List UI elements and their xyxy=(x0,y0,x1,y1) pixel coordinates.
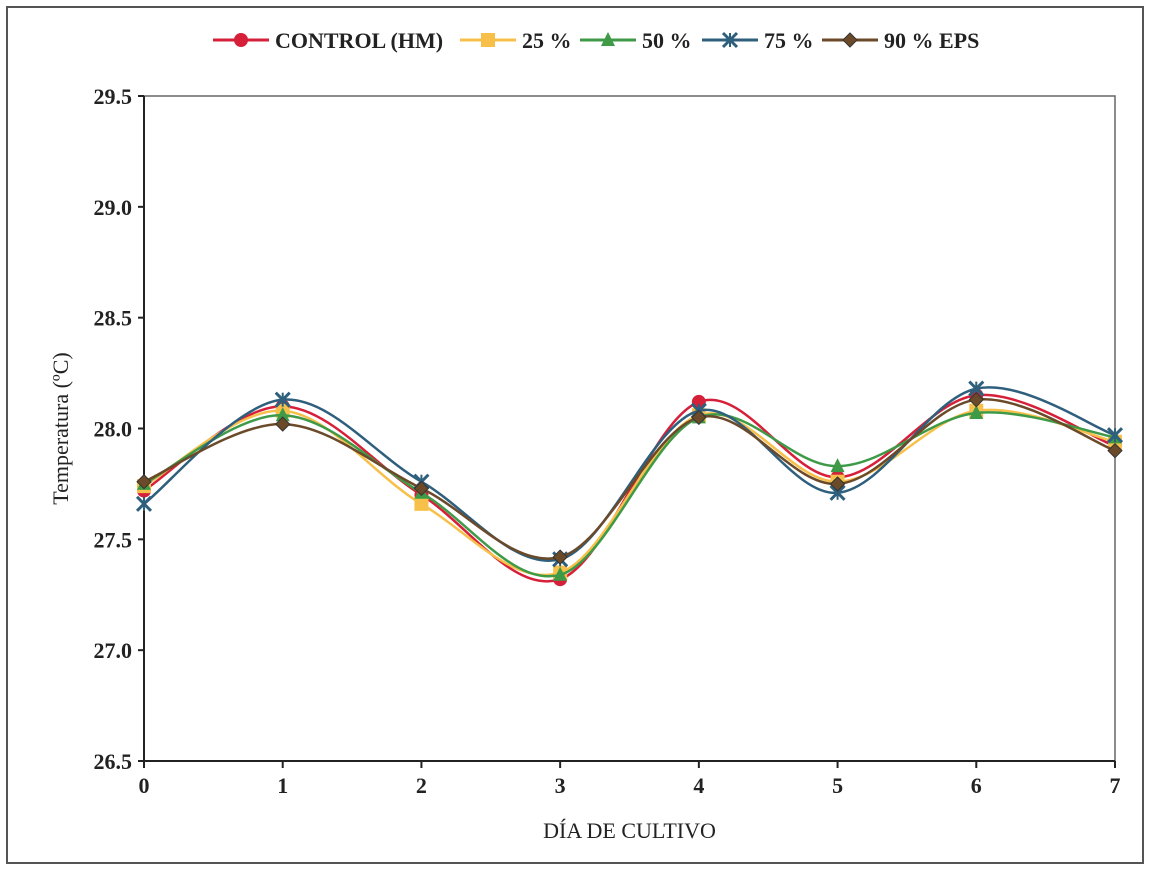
x-tick-label: 0 xyxy=(139,773,150,798)
y-tick-label: 29.0 xyxy=(94,195,133,220)
x-tick-label: 3 xyxy=(555,773,566,798)
legend-item-0: CONTROL (HM) xyxy=(213,28,443,53)
data-point xyxy=(830,458,845,473)
legend: CONTROL (HM) 25 % 50 % 75 % 90 % EPS xyxy=(213,28,979,53)
x-tick-label: 2 xyxy=(416,773,427,798)
x-tick-label: 4 xyxy=(693,773,704,798)
legend-label: 25 % xyxy=(522,28,572,53)
legend-item-4: 90 % EPS xyxy=(822,28,979,53)
x-axis-title: DÍA DE CULTIVO xyxy=(543,818,716,843)
series-line xyxy=(143,411,1116,578)
y-tick-label: 28.5 xyxy=(94,306,133,331)
legend-marker xyxy=(601,32,615,46)
x-tick-label: 7 xyxy=(1110,773,1121,798)
series-line xyxy=(143,393,1116,583)
legend-label: 50 % xyxy=(642,28,692,53)
y-tick-label: 27.5 xyxy=(94,527,133,552)
y-tick-label: 26.5 xyxy=(94,749,133,774)
data-point xyxy=(1106,427,1124,444)
axes: 26.5 27.0 27.5 28.0 28.5 29.0 29.5 0 1 2 3 4 5 6 7 xyxy=(94,84,1121,798)
series-line xyxy=(143,386,1116,562)
legend-label: CONTROL (HM) xyxy=(275,28,443,53)
data-point xyxy=(413,480,430,497)
data-point xyxy=(275,416,291,432)
legend-label: 75 % xyxy=(764,28,814,53)
x-tick-label: 1 xyxy=(277,773,288,798)
legend-label: 90 % EPS xyxy=(884,28,979,53)
data-point xyxy=(136,473,152,490)
data-point xyxy=(968,391,984,408)
legend-item-1: 25 % xyxy=(460,28,572,53)
legend-marker xyxy=(842,32,858,48)
y-tick-label: 29.5 xyxy=(94,84,133,109)
plot-border xyxy=(143,95,1116,762)
legend-item-2: 50 % xyxy=(580,28,692,53)
data-point xyxy=(552,549,568,565)
series-line xyxy=(143,398,1116,560)
series-line xyxy=(143,408,1116,577)
x-tick-label: 5 xyxy=(832,773,843,798)
data-point xyxy=(135,495,153,512)
x-tick-label: 6 xyxy=(971,773,982,798)
legend-item-3: 75 % xyxy=(702,28,814,53)
y-tick-label: 28.0 xyxy=(94,417,133,442)
chart-frame xyxy=(6,6,1144,864)
data-point xyxy=(275,407,290,422)
data-point xyxy=(829,476,846,492)
data-point xyxy=(414,496,429,511)
legend-marker xyxy=(481,33,495,47)
data-point xyxy=(969,404,984,419)
data-point xyxy=(274,391,291,408)
legend-marker xyxy=(234,33,248,47)
plot-area xyxy=(135,380,1124,587)
series-4 xyxy=(136,391,1123,565)
y-axis-title: Temperatura (ºC) xyxy=(48,352,73,505)
legend-marker xyxy=(721,31,739,49)
y-tick-label: 27.0 xyxy=(94,638,133,663)
data-point xyxy=(553,566,568,581)
data-point xyxy=(1107,442,1123,459)
data-point xyxy=(691,409,707,426)
